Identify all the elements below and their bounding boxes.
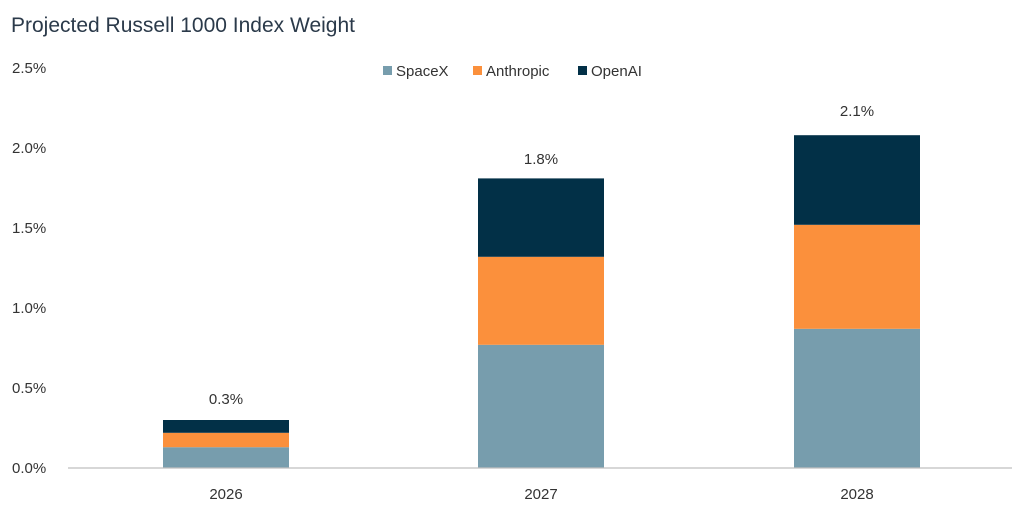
bar-segment-anthropic-2026 [163,432,289,448]
x-tick-label: 2027 [524,486,557,503]
y-tick-label: 2.5% [12,60,46,77]
legend: SpaceX Anthropic OpenAI [383,63,642,80]
bar-segment-spacex-2026 [163,447,289,468]
y-tick-label: 1.0% [12,300,46,317]
legend-swatch-anthropic [473,66,482,75]
y-tick-label: 0.5% [12,380,46,397]
bar-segment-anthropic-2028 [794,224,920,329]
bar-segment-spacex-2027 [478,344,604,468]
y-axis: 0.0% 0.5% 1.0% 1.5% 2.0% 2.5% [12,60,46,477]
bar-segment-spacex-2028 [794,328,920,468]
legend-label-spacex: SpaceX [396,63,449,80]
bar-segment-anthropic-2027 [478,256,604,345]
total-label: 2.1% [840,103,874,120]
bar-segment-openai-2026 [163,420,289,433]
legend-label-openai: OpenAI [591,63,642,80]
total-labels: 0.3% 1.8% 2.1% [209,103,874,408]
legend-swatch-openai [578,66,587,75]
y-tick-label: 2.0% [12,140,46,157]
bar-segment-openai-2027 [478,178,604,257]
y-tick-label: 0.0% [12,460,46,477]
x-tick-label: 2026 [209,486,242,503]
y-tick-label: 1.5% [12,220,46,237]
total-label: 1.8% [524,151,558,168]
legend-swatch-spacex [383,66,392,75]
x-axis: 2026 2027 2028 [209,486,873,503]
bars-group [163,135,920,468]
chart-title: Projected Russell 1000 Index Weight [11,14,355,37]
x-tick-label: 2028 [840,486,873,503]
bar-segment-openai-2028 [794,135,920,225]
legend-label-anthropic: Anthropic [486,63,550,80]
total-label: 0.3% [209,391,243,408]
